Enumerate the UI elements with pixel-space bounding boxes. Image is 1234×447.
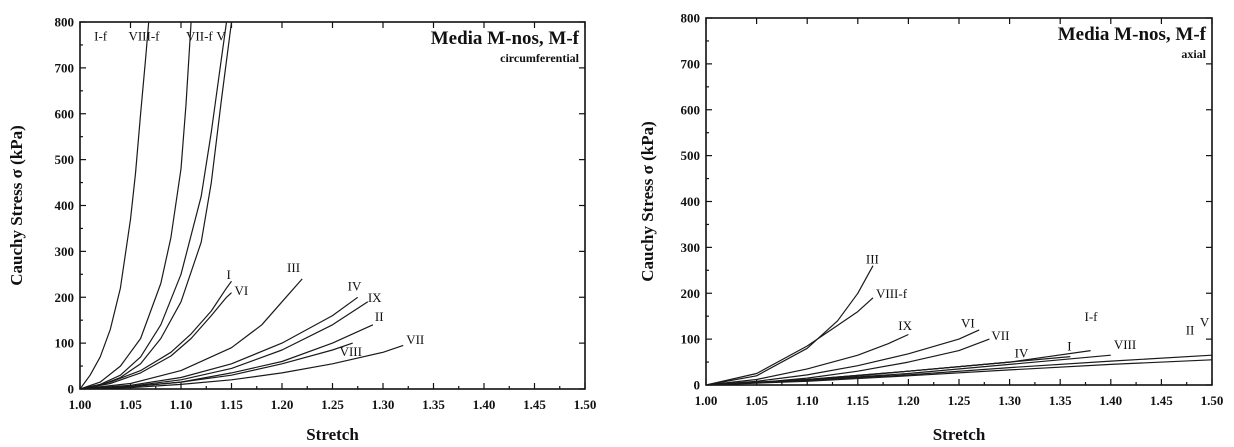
curve-label: II [1186,323,1195,338]
chart-subtitle: axial [1181,47,1206,61]
x-tick-label: 1.30 [998,393,1021,408]
y-tick-label: 300 [55,244,75,259]
chart-title: Media M-nos, M-f [1058,24,1207,45]
series-line-v [706,354,1212,385]
curve-label: I-f [1084,309,1098,324]
curve-label: VII-f [186,28,213,43]
chart-circumferential: 1.00 1.05 1.10 1.15 1.20 1.25 1.30 1.35 1.40 1.45… [7,15,596,445]
curve-label: V [216,28,226,43]
y-tick-label: 500 [55,152,75,167]
x-tick-label: 1.20 [271,397,294,412]
curve-label: VII [406,332,424,347]
y-tick-label: 100 [681,332,701,347]
x-tick-label: 1.50 [574,397,597,412]
curve-label: II [375,309,384,324]
curve-label: IX [368,290,382,305]
x-tick-label: 1.10 [796,393,819,408]
series-line-vi [80,292,232,389]
series-line-i [80,280,232,389]
plot-frame [705,17,1213,386]
x-tick-label: 1.05 [119,397,142,412]
series-line-iii [706,265,874,385]
curve-label: VI [961,316,975,331]
y-tick-label: 600 [55,106,75,121]
curve-label: VIII [340,344,362,359]
y-tick-label: 700 [55,60,75,75]
series-line-viii-f [80,22,192,389]
y-tick-label: 100 [55,336,75,351]
series-line-vi [706,329,980,385]
curve-label: V [1200,314,1210,329]
series-line-i-f [80,22,150,389]
chart-subtitle: circumferential [500,51,580,65]
y-tick-label: 0 [68,382,75,397]
y-tick-label: 600 [681,102,701,117]
chart-title: Media M-nos, M-f [431,28,580,49]
y-tick-label: 400 [55,198,75,213]
x-tick-label: 1.20 [897,393,920,408]
y-tick-label: 300 [681,240,701,255]
x-tick-label: 1.00 [69,397,92,412]
curve-label: I [226,267,230,282]
x-tick-label: 1.35 [1049,393,1072,408]
curve-label: VI [235,283,249,298]
chart-axial: 1.00 1.05 1.10 1.15 1.20 1.25 1.30 1.35 1.40 1.45… [638,11,1223,445]
x-tick-label: 1.05 [745,393,768,408]
x-axis-label: Stretch [306,425,359,444]
x-tick-label: 1.10 [170,397,193,412]
curve-label: I-f [94,28,108,43]
x-tick-label: 1.25 [948,393,971,408]
y-tick-label: 200 [681,286,701,301]
y-axis-label: Cauchy Stress σ (kPa) [7,125,26,286]
series-line-vii-f [80,22,228,389]
x-tick-label: 1.45 [1150,393,1173,408]
series-line-viii [80,342,353,389]
series-line-ii [706,359,1212,385]
x-tick-label: 1.45 [523,397,546,412]
x-tick-label: 1.35 [422,397,445,412]
y-tick-label: 800 [55,15,75,30]
x-tick-label: 1.15 [220,397,243,412]
series-line-viii-f [706,297,874,385]
curve-label: IV [1015,345,1029,360]
y-tick-label: 0 [694,378,701,393]
curve-label: IX [898,318,912,333]
y-tick-label: 500 [681,148,701,163]
curve-label: VIII [1114,337,1136,352]
x-axis-label: Stretch [933,425,986,444]
curve-label: I [1067,339,1071,354]
y-axis-label: Cauchy Stress σ (kPa) [638,121,657,282]
x-tick-label: 1.40 [1099,393,1122,408]
series-line-ix [706,333,909,385]
curve-label: VII [991,328,1009,343]
x-tick-label: 1.00 [695,393,718,408]
y-tick-label: 200 [55,290,75,305]
y-tick-label: 700 [681,56,701,71]
y-tick-label: 800 [681,11,701,26]
x-tick-label: 1.30 [372,397,395,412]
series-line-iv [80,296,359,389]
x-tick-label: 1.15 [846,393,869,408]
x-tick-label: 1.50 [1201,393,1224,408]
curve-label: IV [348,278,362,293]
series-line-iii [80,278,303,389]
curve-label: III [287,260,300,275]
curve-label: III [866,251,879,266]
curve-label: VIII-f [876,286,908,301]
x-tick-label: 1.25 [321,397,344,412]
series-line-ii [80,324,374,389]
y-tick-label: 400 [681,194,701,209]
x-tick-label: 1.40 [473,397,496,412]
series-line-v [80,22,233,389]
series-line-vii [80,344,404,389]
curve-label: VIII-f [128,28,160,43]
